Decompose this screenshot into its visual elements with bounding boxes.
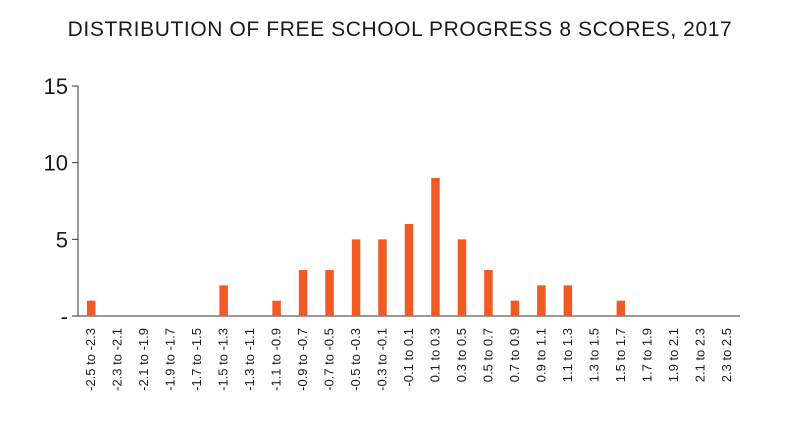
bar xyxy=(298,270,308,316)
x-tick-label: 2.3 to 2.5 xyxy=(719,328,734,382)
x-tick-label: -0.3 to -0.1 xyxy=(375,328,390,391)
bar xyxy=(272,300,281,316)
x-tick-label: -0.5 to -0.3 xyxy=(348,328,363,391)
bar xyxy=(563,285,573,316)
x-tick-label: -1.9 to -1.7 xyxy=(163,328,178,391)
x-tick-label: 0.9 to 1.1 xyxy=(533,328,548,382)
chart-bars xyxy=(86,178,626,316)
x-tick-label: -2.1 to -1.9 xyxy=(136,328,151,391)
x-tick-label: -1.3 to -1.1 xyxy=(242,328,257,391)
x-tick-label: 2.1 to 2.3 xyxy=(692,328,707,382)
x-tick-label: 1.9 to 2.1 xyxy=(666,328,681,382)
bar xyxy=(378,239,387,316)
x-tick-label: -0.1 to 0.1 xyxy=(401,328,416,387)
x-tick-label: 1.3 to 1.5 xyxy=(586,328,601,382)
bar xyxy=(510,300,520,316)
bar xyxy=(404,224,414,316)
bar xyxy=(325,270,334,316)
x-tick-label: -2.3 to -2.1 xyxy=(110,328,125,391)
bar xyxy=(537,285,546,316)
y-axis-ticks: - 5 10 15 xyxy=(44,74,78,329)
bar xyxy=(351,239,361,316)
x-tick-label: 0.1 to 0.3 xyxy=(427,328,442,382)
chart-title: DISTRIBUTION OF FREE SCHOOL PROGRESS 8 S… xyxy=(67,18,733,41)
x-tick-label: -1.1 to -0.9 xyxy=(269,328,284,391)
bar xyxy=(86,300,96,316)
x-tick-label: -1.7 to -1.5 xyxy=(189,328,204,391)
x-tick-label: 0.7 to 0.9 xyxy=(507,328,522,382)
x-tick-label: 1.1 to 1.3 xyxy=(560,328,575,382)
x-tick-label: 0.5 to 0.7 xyxy=(480,328,495,382)
bar xyxy=(431,178,440,316)
x-tick-label: -1.5 to -1.3 xyxy=(216,328,231,391)
bar xyxy=(219,285,228,316)
bar xyxy=(484,270,493,316)
x-tick-label: -0.7 to -0.5 xyxy=(322,328,337,391)
x-tick-label: -0.9 to -0.7 xyxy=(295,328,310,391)
y-tick-label: 15 xyxy=(44,74,68,99)
x-axis-ticks: -2.5 to -2.3 -2.3 to -2.1 -2.1 to -1.9 -1.9… xyxy=(83,328,734,391)
y-tick-label: 5 xyxy=(56,227,68,252)
bar xyxy=(616,300,626,316)
x-tick-label: 0.3 to 0.5 xyxy=(454,328,469,382)
x-tick-label: 1.5 to 1.7 xyxy=(613,328,628,382)
x-tick-label: -2.5 to -2.3 xyxy=(83,328,98,391)
y-tick-label: 10 xyxy=(44,151,68,176)
x-tick-label: 1.7 to 1.9 xyxy=(639,328,654,382)
y-tick-label: - xyxy=(61,304,68,329)
bar xyxy=(457,239,467,316)
